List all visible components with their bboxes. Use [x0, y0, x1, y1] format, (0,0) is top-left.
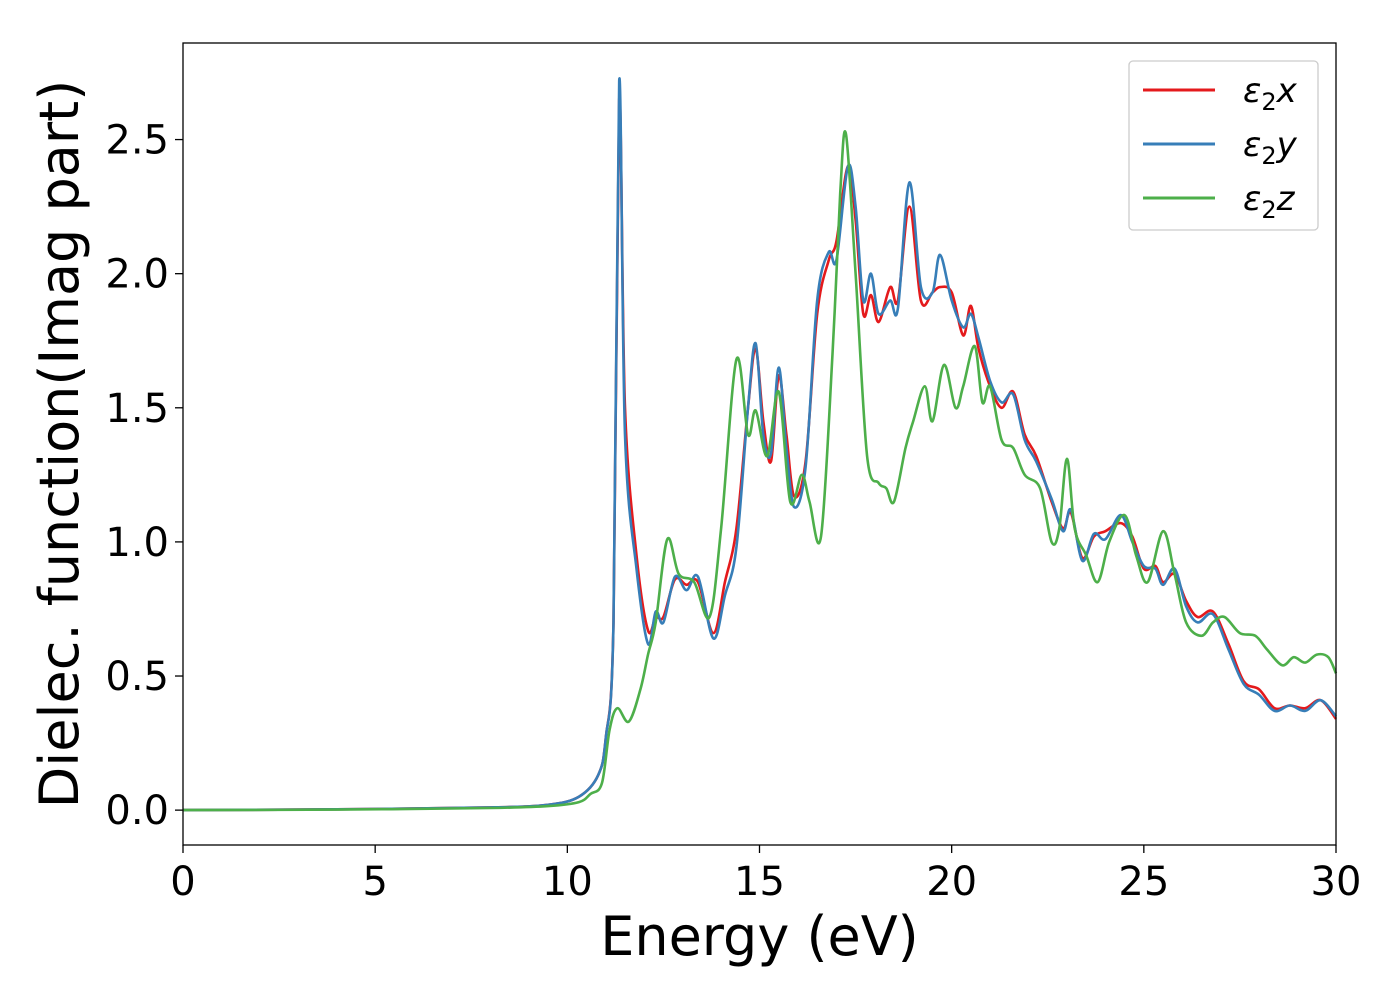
series-line-2: [182, 77, 1337, 812]
x-tick-label: 20: [926, 859, 977, 905]
x-tick-label: 5: [362, 859, 387, 905]
x-axis-ticks: 0 5 10 15 20 25 30: [170, 845, 1361, 905]
y-tick-label: 1.0: [105, 520, 169, 566]
y-axis-ticks: 0.0 0.5 1.0 1.5 2.0 2.5: [105, 118, 183, 834]
y-tick-label: 2.5: [105, 118, 169, 164]
legend-label: ε2y: [1243, 125, 1298, 170]
series-layer: [182, 77, 1338, 812]
x-tick-label: 0: [170, 859, 195, 905]
x-tick-label: 25: [1118, 859, 1169, 905]
y-tick-label: 2.0: [105, 252, 169, 298]
legend-label: ε2z: [1243, 179, 1296, 224]
y-tick-label: 1.5: [105, 386, 169, 432]
y-tick-label: 0.5: [105, 654, 169, 700]
y-axis-label: Dielec. function(Imag part): [28, 80, 91, 809]
x-tick-label: 15: [734, 859, 785, 905]
legend: ε2x ε2y ε2z: [1128, 60, 1319, 231]
legend-box: [1128, 60, 1319, 231]
y-tick-label: 0.0: [105, 788, 169, 834]
legend-label: ε2x: [1243, 71, 1298, 116]
x-axis-label: Energy (eV): [600, 905, 919, 968]
series-line-3: [182, 130, 1338, 812]
x-tick-label: 10: [542, 859, 593, 905]
x-tick-label: 30: [1311, 859, 1362, 905]
